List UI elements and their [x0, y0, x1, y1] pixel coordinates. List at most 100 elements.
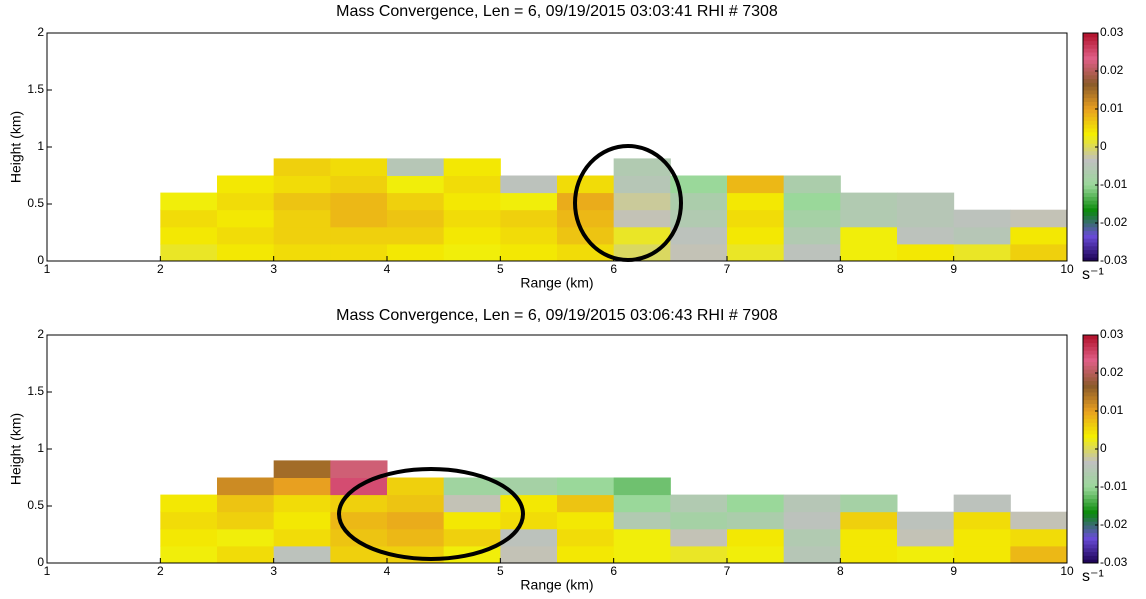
- heat-cell: [443, 494, 501, 513]
- heat-cell: [1010, 528, 1068, 547]
- heat-cell: [727, 528, 785, 547]
- colorbar-swatch: [1083, 551, 1098, 556]
- heat-cell: [273, 545, 331, 564]
- x-tick-label: 2: [157, 564, 164, 578]
- x-tick-label: 8: [837, 564, 844, 578]
- colorbar-swatch: [1083, 532, 1098, 537]
- heat-cell: [443, 528, 501, 547]
- heat-cell: [783, 192, 841, 211]
- x-tick-label: 3: [270, 262, 277, 276]
- colorbar-swatch: [1083, 78, 1098, 83]
- heat-cell: [387, 494, 445, 513]
- heat-cell: [443, 226, 501, 245]
- heat-cell: [273, 175, 331, 194]
- heat-cell: [387, 243, 445, 262]
- colorbar-swatch: [1083, 192, 1098, 197]
- heat-cell: [670, 494, 728, 513]
- colorbar-swatch: [1083, 369, 1098, 374]
- colorbar-swatch: [1083, 120, 1098, 125]
- heat-cell: [613, 192, 671, 211]
- heat-cell: [273, 209, 331, 228]
- y-tick-label: 0: [37, 253, 44, 267]
- heat-cell: [557, 175, 615, 194]
- heat-cell: [840, 209, 898, 228]
- heat-cell: [160, 243, 218, 262]
- heat-cell: [953, 209, 1011, 228]
- colorbar-tick-label: 0.01: [1100, 403, 1124, 417]
- chart-title: Mass Convergence, Len = 6, 09/19/2015 03…: [336, 3, 778, 20]
- heat-cell: [783, 494, 841, 513]
- heat-cell: [217, 243, 275, 262]
- colorbar-swatch: [1083, 245, 1098, 251]
- highlight-ellipse: [573, 144, 683, 262]
- heat-cell: [443, 477, 501, 496]
- colorbar-tick-label: -0.01: [1100, 479, 1128, 493]
- colorbar-swatch: [1083, 74, 1098, 80]
- colorbar-swatch: [1083, 544, 1098, 549]
- heat-cell: [273, 528, 331, 547]
- heat-cell: [670, 243, 728, 262]
- colorbar-swatch: [1083, 215, 1098, 220]
- heat-cell: [273, 243, 331, 262]
- x-tick-label: 2: [157, 262, 164, 276]
- colorbar-swatch: [1083, 196, 1098, 201]
- colorbar-tick-label: -0.01: [1100, 177, 1128, 191]
- colorbar-swatch: [1083, 93, 1098, 99]
- heat-cell: [160, 226, 218, 245]
- colorbar-swatch: [1083, 143, 1098, 148]
- heat-cell: [727, 226, 785, 245]
- heat-cell: [387, 511, 445, 530]
- colorbar-swatch: [1083, 483, 1098, 488]
- x-tick-label: 5: [497, 564, 504, 578]
- heat-cell: [273, 192, 331, 211]
- colorbar-swatch: [1083, 40, 1098, 45]
- y-tick-label: 0.5: [27, 196, 44, 210]
- colorbar-swatch: [1083, 346, 1098, 351]
- heat-cell: [500, 494, 558, 513]
- heat-cell: [217, 528, 275, 547]
- colorbar-tick-label: -0.03: [1100, 555, 1128, 569]
- colorbar-swatch: [1083, 490, 1098, 496]
- heat-cell: [953, 243, 1011, 262]
- colorbar-swatch: [1083, 36, 1098, 42]
- heat-cell: [613, 494, 671, 513]
- colorbar-tick-label: 0: [1100, 441, 1107, 455]
- heat-cell: [273, 226, 331, 245]
- colorbar-swatch: [1083, 525, 1098, 530]
- heat-cell: [160, 192, 218, 211]
- x-tick-label: 6: [610, 262, 617, 276]
- heat-cell: [387, 528, 445, 547]
- heat-cell: [217, 192, 275, 211]
- colorbar-swatch: [1083, 449, 1098, 454]
- heat-cell: [557, 209, 615, 228]
- colorbar-swatch: [1083, 219, 1098, 224]
- colorbar-swatch: [1083, 230, 1098, 235]
- heat-cell: [500, 545, 558, 564]
- x-tick-label: 6: [610, 564, 617, 578]
- heat-cell: [840, 243, 898, 262]
- colorbar-swatch: [1083, 380, 1098, 385]
- heat-cell: [557, 511, 615, 530]
- heat-cell: [613, 545, 671, 564]
- heat-cell: [670, 226, 728, 245]
- colorbar-swatch: [1083, 536, 1098, 541]
- heat-cell: [273, 158, 331, 176]
- heat-cell: [443, 209, 501, 228]
- colorbar-swatch: [1083, 173, 1098, 178]
- heat-cell: [897, 209, 955, 228]
- colorbar-swatch: [1083, 253, 1098, 258]
- heat-cell: [443, 243, 501, 262]
- colorbar-tick-label: -0.03: [1100, 253, 1128, 267]
- colorbar-swatch: [1083, 350, 1098, 355]
- colorbar-swatch: [1083, 433, 1098, 439]
- colorbar-swatch: [1083, 555, 1098, 560]
- colorbar-swatch: [1083, 90, 1098, 95]
- colorbar-swatch: [1083, 59, 1098, 64]
- colorbar-swatch: [1083, 109, 1098, 114]
- colorbar-swatch: [1083, 188, 1098, 194]
- colorbar-tick-label: -0.02: [1100, 215, 1128, 229]
- heat-cell: [443, 511, 501, 530]
- heat-cell: [500, 511, 558, 530]
- colorbar-tick-label: 0.03: [1100, 25, 1124, 39]
- colorbar-tick-label: 0.02: [1100, 365, 1124, 379]
